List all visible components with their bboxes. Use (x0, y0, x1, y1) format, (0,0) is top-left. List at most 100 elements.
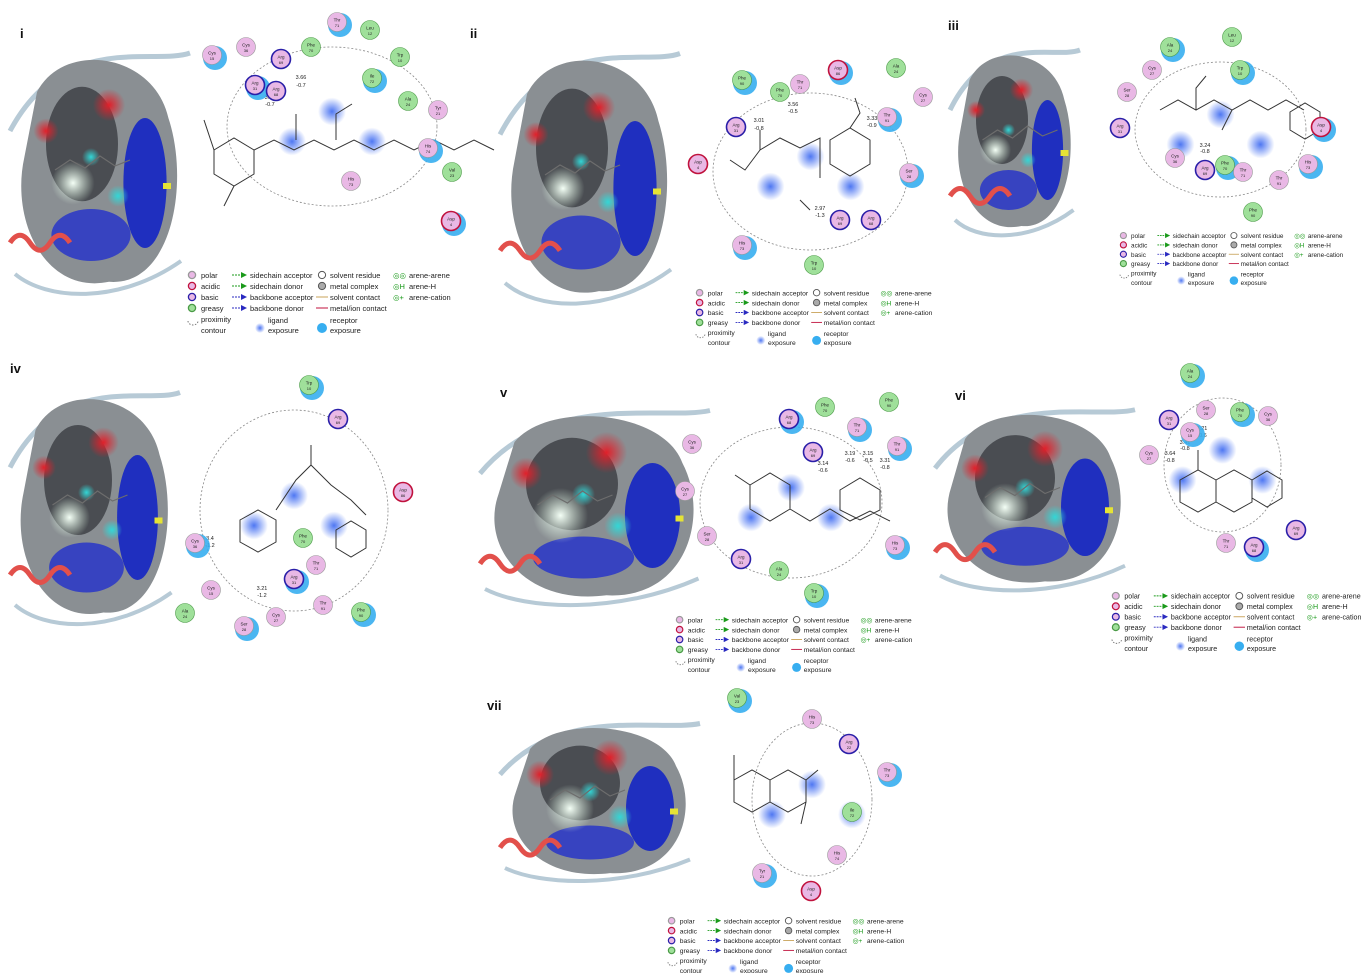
residue-number: 74 (835, 856, 840, 861)
residue-name: Ala (893, 64, 900, 69)
arene-icon: ◎+ (393, 293, 405, 302)
legend-label: arene-H (1322, 603, 1348, 611)
residue-name: His (1305, 160, 1312, 165)
legend-block: polar acidic basic greasy proximity contour si… (1111, 591, 1362, 653)
residue-number: 86 (836, 71, 841, 76)
residue-name: Ile (850, 808, 855, 813)
residue-name: Arg (290, 575, 298, 580)
legend-label: proximity (708, 330, 736, 337)
legend-label: backbone donor (732, 647, 781, 654)
interaction-energy-label: -0.7 (296, 83, 305, 89)
legend-label: basic (1124, 614, 1141, 622)
residue-name: Thr (894, 442, 901, 447)
legend-label: metal/ion contact (1247, 624, 1301, 632)
residue-name: Asp (834, 66, 842, 71)
ligand-exposure (280, 481, 308, 510)
residue-name: Trp (811, 261, 818, 266)
residue-number: 69 (811, 453, 816, 458)
residue-name: Cys (688, 440, 696, 445)
arene-icon: ◎H (1307, 603, 1318, 611)
legend-swatch-basic (675, 635, 684, 644)
residue-number: 68 (1252, 548, 1257, 553)
proximity-contour-icon (667, 962, 678, 967)
ligand-structure (239, 445, 367, 558)
residue-name: Ala (182, 609, 189, 614)
ligand-exposure (836, 172, 865, 201)
residue-number: 36 (1173, 159, 1178, 164)
ligand-structure (734, 472, 891, 522)
legend-label: metal/ion contact (330, 304, 388, 313)
legend-label: acidic (708, 300, 726, 307)
ligand-exposure (777, 473, 805, 502)
residue-name: His (809, 715, 816, 720)
protein-surface-render (477, 408, 711, 608)
legend-label: receptor (1247, 635, 1274, 643)
legend-swatch-acidic (1119, 241, 1128, 249)
arene-icon: ◎H (393, 282, 405, 291)
legend-label: exposure (268, 326, 299, 335)
metal-complex-icon (784, 926, 793, 935)
legend-label: arene-cation (409, 293, 451, 302)
residue-name: Ile (370, 74, 375, 79)
legend-label: backbone acceptor (1171, 614, 1232, 622)
legend-label: arene-H (409, 282, 436, 291)
legend-label: proximity (680, 958, 708, 965)
residue-number: 69 (1203, 171, 1208, 176)
residue-number: 10 (307, 386, 312, 391)
residue-number: 90 (887, 403, 892, 408)
residue-number: 74 (426, 149, 431, 154)
residue-number: 12 (368, 31, 373, 36)
legend-label: polar (708, 290, 724, 297)
residue-number: 28 (705, 537, 710, 542)
legend-swatch-polar (667, 916, 676, 925)
residue-name: Phe (738, 76, 747, 81)
interaction-panel-ii: ii3.01-0.83.56-0.53.33-0.92.97-1.3Phe90P… (470, 26, 933, 275)
interaction-energy-label: -1.3 (815, 213, 824, 219)
residue-name: Asp (1317, 123, 1325, 128)
ligand-exposure (758, 800, 786, 829)
residue-name: Ala (405, 97, 412, 102)
residue-name: Arg (277, 55, 285, 60)
residue-number: 71 (314, 566, 319, 571)
residue-number: 23 (450, 173, 455, 178)
residue-name: Arg (1250, 543, 1258, 548)
legend-label: acidic (688, 627, 706, 634)
legend-swatch-basic (667, 936, 676, 945)
legend-label: arene-H (1308, 242, 1331, 249)
legend-block: polar acidic basic greasy proximity contour si… (675, 615, 913, 674)
interaction-energy-label: 3.56 (788, 102, 799, 108)
legend-label: backbone acceptor (724, 938, 782, 945)
residue-number: 90 (1251, 213, 1256, 218)
residue-number: 24 (894, 69, 899, 74)
legend-label: acidic (1131, 242, 1148, 249)
residue-name: Arg (867, 216, 875, 221)
legend-swatch-polar (675, 615, 684, 624)
arene-icon: ◎H (861, 627, 872, 634)
residue-number: 10 (812, 266, 817, 271)
residue-name: Cys (1186, 428, 1194, 433)
residue-number: 10 (812, 594, 817, 599)
proximity-contour (751, 722, 873, 877)
interaction-energy-label: 3.64 (1165, 451, 1176, 457)
